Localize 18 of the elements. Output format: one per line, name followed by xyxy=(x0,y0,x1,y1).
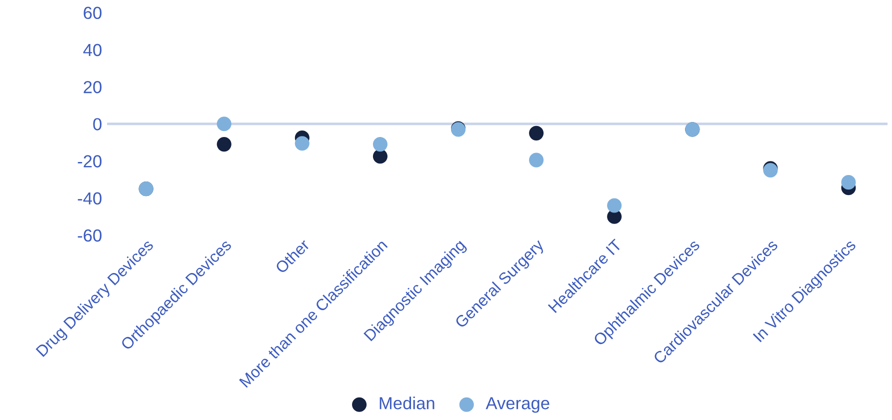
legend-label: Median xyxy=(380,396,434,410)
point xyxy=(529,152,544,168)
point xyxy=(529,126,544,140)
y-tick-label: -40 xyxy=(78,192,102,205)
y-tick-label: 20 xyxy=(84,80,102,94)
point xyxy=(841,175,856,190)
y-tick-label: 40 xyxy=(83,44,102,56)
legend-label: Average xyxy=(486,397,550,413)
point xyxy=(294,136,310,151)
point xyxy=(372,149,388,164)
y-tick-label: 60 xyxy=(84,6,102,20)
y-tick-label: -20 xyxy=(78,155,102,168)
point xyxy=(607,198,622,213)
point xyxy=(216,116,232,132)
point xyxy=(216,137,232,152)
y-tick-label: 0 xyxy=(93,118,102,130)
point xyxy=(372,137,388,152)
y-tick-label: -60 xyxy=(78,229,102,242)
